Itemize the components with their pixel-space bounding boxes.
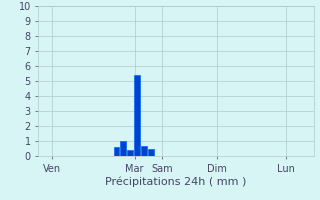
Bar <box>141 146 147 156</box>
Bar <box>148 148 154 156</box>
Bar <box>114 147 119 156</box>
Bar <box>120 141 126 156</box>
Bar <box>134 75 140 156</box>
X-axis label: Précipitations 24h ( mm ): Précipitations 24h ( mm ) <box>105 176 247 187</box>
Bar <box>127 150 133 156</box>
